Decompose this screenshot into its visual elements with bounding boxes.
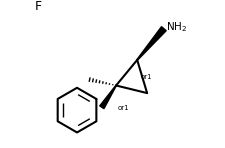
- Text: NH$_2$: NH$_2$: [165, 20, 186, 34]
- Polygon shape: [99, 85, 116, 109]
- Text: or1: or1: [117, 105, 128, 111]
- Text: or1: or1: [140, 74, 151, 80]
- Text: F: F: [34, 0, 42, 13]
- Polygon shape: [136, 27, 165, 60]
